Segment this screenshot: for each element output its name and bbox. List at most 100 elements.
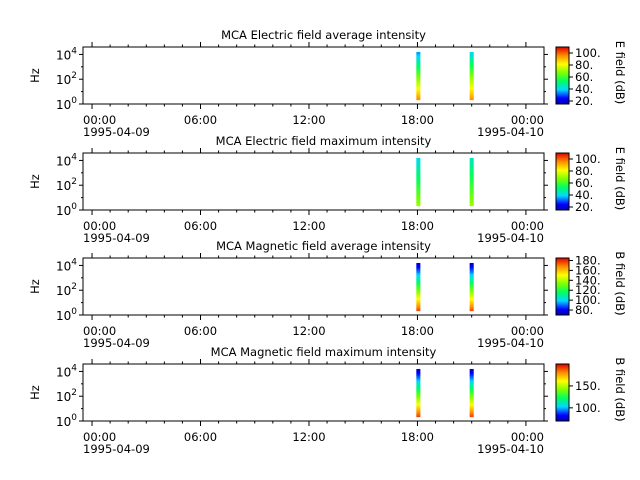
- burst-cell: [416, 389, 421, 392]
- burst-cell: [469, 270, 474, 273]
- burst-cell: [416, 380, 421, 383]
- burst-cell: [416, 269, 421, 272]
- burst-cell: [416, 272, 421, 275]
- plot-frame: [82, 46, 545, 105]
- burst-cell: [469, 392, 474, 395]
- x-tick-label: 12:00: [292, 219, 325, 233]
- x-tick-label: 00:00: [83, 219, 116, 233]
- burst-cell: [416, 192, 421, 196]
- x-tick-date-label: 1995-04-10: [477, 442, 544, 456]
- colorbar-tick-label: 100.: [575, 293, 601, 307]
- burst-cell: [416, 184, 421, 188]
- burst-cell: [416, 285, 421, 288]
- colorbar-tick-label: 100.: [575, 46, 601, 60]
- burst-cell: [469, 294, 474, 297]
- burst-cell: [416, 304, 421, 307]
- burst-cell: [416, 297, 421, 301]
- burst-cell: [416, 88, 421, 91]
- burst-cell: [416, 301, 421, 304]
- burst-cell: [469, 384, 474, 387]
- burst-cell: [469, 66, 474, 69]
- burst-cell: [469, 161, 474, 164]
- burst-cell: [469, 388, 474, 391]
- burst-cell: [416, 278, 421, 281]
- burst-cell: [416, 199, 421, 202]
- burst-cell: [469, 61, 474, 64]
- burst-cell: [469, 411, 474, 414]
- burst-cell: [469, 262, 474, 266]
- burst-cell: [416, 63, 421, 66]
- burst-cell: [469, 383, 474, 386]
- x-tick-label: 00:00: [511, 324, 544, 338]
- burst-cell: [416, 293, 421, 296]
- burst-cell: [416, 288, 421, 291]
- burst-cell: [469, 266, 474, 269]
- plot-frame: [82, 152, 545, 211]
- plot-frame: [82, 363, 545, 422]
- burst-1: [416, 262, 421, 312]
- colorbar: 100. 150. B field (dB): [555, 357, 627, 422]
- burst-cell: [416, 376, 421, 379]
- burst-cell: [416, 55, 421, 58]
- burst-cell: [416, 402, 421, 405]
- burst-cell: [469, 159, 474, 162]
- burst-cell: [416, 177, 421, 180]
- y-ticks: 100 102 104: [56, 257, 548, 323]
- burst-cell: [469, 402, 474, 405]
- burst-cell: [469, 192, 474, 196]
- colorbar-tick-label: 80.: [575, 164, 593, 178]
- burst-cell: [469, 394, 474, 397]
- burst-cell: [416, 407, 421, 410]
- burst-cell: [416, 400, 421, 403]
- burst-cell: [416, 394, 421, 397]
- burst-cell: [469, 175, 474, 178]
- burst-cell: [416, 197, 421, 200]
- burst-cell: [469, 178, 474, 181]
- burst-cell: [416, 391, 421, 394]
- burst-cell: [416, 282, 421, 285]
- burst-cell: [416, 180, 421, 183]
- burst-cell: [416, 66, 421, 69]
- burst-cell: [469, 63, 474, 66]
- plot-frame: [82, 257, 545, 316]
- burst-cell: [416, 67, 421, 70]
- burst-cell: [416, 82, 421, 85]
- burst-cell: [416, 262, 421, 266]
- burst-cell: [469, 275, 474, 278]
- panel-title: MCA Electric field average intensity: [221, 28, 426, 42]
- burst-cell: [469, 286, 474, 289]
- burst-cell: [469, 94, 474, 97]
- burst-cell: [416, 264, 421, 267]
- burst-cell: [469, 200, 474, 203]
- colorbar-gradient: [555, 363, 570, 422]
- x-tick-label: 00:00: [511, 219, 544, 233]
- burst-cell: [416, 175, 421, 178]
- burst-cell: [416, 61, 421, 64]
- x-tick-label: 18:00: [401, 113, 434, 127]
- x-tick-label: 12:00: [292, 324, 325, 338]
- burst-cell: [416, 69, 421, 72]
- colorbar-tick-label: 180.: [575, 253, 601, 267]
- x-tick-date-label: 1995-04-09: [83, 336, 150, 350]
- burst-cell: [416, 170, 421, 173]
- y-tick-label: 100: [56, 307, 77, 323]
- colorbar: 20.40.60.80.100. E field (dB): [555, 41, 627, 108]
- y-axis-label: Hz: [28, 279, 42, 294]
- burst-cell: [469, 296, 474, 299]
- burst-cell: [469, 75, 474, 78]
- burst-cell: [416, 309, 421, 312]
- x-tick-label: 06:00: [184, 219, 217, 233]
- burst-cell: [469, 305, 474, 308]
- burst-cell: [416, 189, 421, 192]
- y-tick-label: 104: [56, 46, 77, 62]
- burst-cell: [416, 384, 421, 387]
- burst-cell: [469, 186, 474, 189]
- burst-cell: [469, 78, 474, 82]
- burst-cell: [469, 157, 474, 161]
- burst-cell: [469, 180, 474, 183]
- burst-2: [469, 368, 474, 418]
- colorbar-tick-label: 80.: [575, 303, 593, 317]
- burst-cell: [469, 278, 474, 281]
- y-ticks: 100 102 104: [56, 46, 548, 112]
- burst-cell: [469, 80, 474, 83]
